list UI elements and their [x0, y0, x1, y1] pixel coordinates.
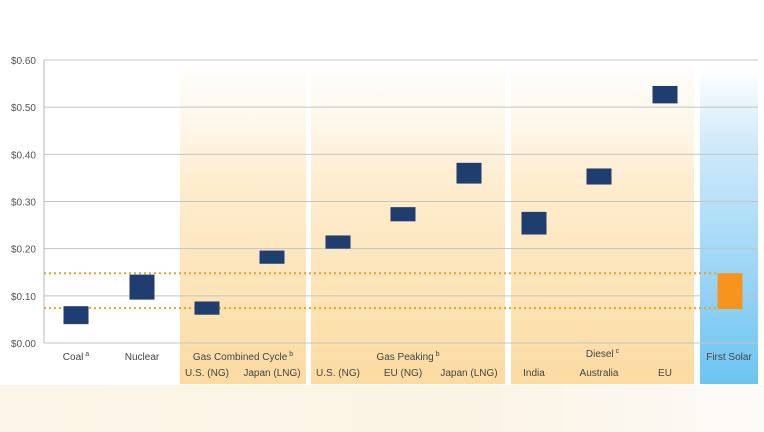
category-label: EU	[658, 368, 672, 379]
group-band-first-solar	[700, 68, 758, 384]
category-label: U.S. (NG)	[185, 368, 229, 379]
bar-gas-peaking-u-s-ng	[325, 235, 351, 249]
y-tick-label: $0.40	[11, 150, 36, 161]
category-label: U.S. (NG)	[316, 368, 360, 379]
bar-gas-combined-cycle-japan-lng	[259, 250, 285, 264]
bar-diesel-india	[521, 211, 547, 235]
y-tick-label: $0.60	[11, 56, 36, 67]
group-label-nuclear: Nuclear	[125, 352, 160, 363]
category-label: Japan (LNG)	[440, 368, 497, 379]
group-label-diesel: Diesel c	[586, 348, 620, 360]
category-label: India	[523, 368, 545, 379]
group-label-first-solar: First Solar	[706, 352, 752, 363]
bar-nuclear	[129, 274, 155, 300]
group-band-gas-combined-cycle	[180, 68, 306, 384]
bar-first-solar	[717, 273, 743, 310]
bar-diesel-australia	[586, 168, 612, 185]
y-tick-label: $0.20	[11, 245, 36, 256]
category-label: EU (NG)	[384, 368, 422, 379]
group-label-gas-combined-cycle: Gas Combined Cycle b	[193, 351, 293, 363]
bar-gas-peaking-japan-lng	[456, 162, 482, 184]
category-label: Japan (LNG)	[243, 368, 300, 379]
bar-coal	[63, 306, 89, 325]
y-tick-label: $0.50	[11, 103, 36, 114]
group-label-coal: Coal a	[63, 351, 90, 363]
y-tick-label: $0.00	[11, 339, 36, 350]
category-label: Australia	[580, 368, 619, 379]
group-band-gas-peaking	[311, 68, 505, 384]
y-tick-label: $0.30	[11, 198, 36, 209]
footer-glow	[0, 385, 764, 432]
bar-gas-peaking-eu-ng	[390, 207, 416, 222]
group-label-gas-peaking: Gas Peaking b	[376, 351, 439, 363]
bar-gas-combined-cycle-u-s-ng	[194, 301, 220, 315]
bar-diesel-eu	[652, 85, 678, 104]
y-tick-label: $0.10	[11, 292, 36, 303]
